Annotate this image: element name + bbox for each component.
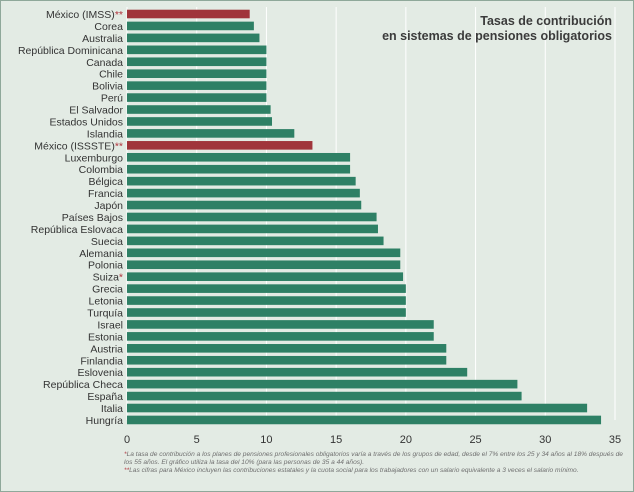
- bar: [127, 9, 250, 19]
- category-label: México (IMSS)**: [46, 9, 123, 21]
- footnote-1: *La tasa de contribución a los planes de…: [124, 451, 624, 467]
- category-label: Luxemburgo: [65, 152, 124, 164]
- bar: [127, 320, 434, 329]
- category-label: Suiza*: [93, 272, 123, 284]
- category-label: México (ISSSTE)**: [34, 140, 123, 152]
- x-tick-label: 10: [260, 434, 272, 446]
- bar: [127, 260, 401, 270]
- x-tick-label: 0: [124, 434, 130, 446]
- x-axis-ticks: 0 5 10 15 20 25 30 35: [124, 434, 621, 446]
- bar: [127, 117, 273, 126]
- x-tick-label: 25: [469, 434, 481, 446]
- footnote-2: **Las cifras para México incluyen las co…: [124, 467, 624, 475]
- category-label: Israel: [97, 319, 123, 331]
- category-label: Perú: [101, 93, 123, 105]
- x-tick-label: 35: [609, 434, 621, 446]
- category-label: El Salvador: [69, 105, 123, 117]
- bar: [127, 69, 267, 78]
- chart-title-line-2: en sistemas de pensiones obligatorios: [382, 29, 612, 43]
- category-label: Letonia: [89, 296, 124, 308]
- bar: [127, 45, 267, 55]
- bar: [127, 308, 406, 317]
- chart-title-line-1: Tasas de contribución: [480, 14, 612, 28]
- category-label: Polonia: [88, 260, 123, 272]
- category-label: Hungría: [86, 415, 124, 427]
- category-label: Corea: [94, 21, 123, 33]
- bar: [127, 379, 518, 389]
- category-label: Turquía: [87, 308, 123, 320]
- category-label: Bolivia: [92, 81, 123, 93]
- bar: [127, 236, 384, 246]
- category-label: Italia: [101, 403, 123, 415]
- category-label: Países Bajos: [62, 212, 123, 224]
- bar: [127, 152, 351, 162]
- category-label: Suecia: [91, 236, 123, 248]
- category-label: Chile: [99, 69, 123, 81]
- bar: [127, 105, 271, 114]
- x-tick-label: 5: [194, 434, 200, 446]
- category-label: Australia: [82, 33, 123, 45]
- bar: [127, 332, 434, 341]
- bar: [127, 176, 356, 186]
- x-tick-label: 20: [400, 434, 412, 446]
- category-label: Austria: [90, 343, 123, 355]
- footnote-2-text: Las cifras para México incluyen las cont…: [129, 467, 579, 475]
- bar: [127, 200, 362, 210]
- category-label: Colombia: [79, 164, 124, 176]
- category-label: República Eslovaca: [31, 224, 123, 236]
- category-label: Estados Unidos: [49, 116, 123, 128]
- bar: [127, 224, 378, 234]
- bar: [127, 141, 313, 150]
- category-label: Eslovenia: [77, 367, 123, 379]
- category-label: Islandia: [87, 128, 123, 140]
- category-label: República Checa: [43, 379, 123, 391]
- category-label: Francia: [88, 188, 123, 200]
- category-label: Finlandia: [80, 355, 123, 367]
- bar: [127, 344, 447, 353]
- bar: [127, 403, 588, 413]
- bar: [127, 272, 404, 281]
- x-tick-label: 15: [330, 434, 342, 446]
- bar: [127, 93, 267, 102]
- category-label: España: [87, 391, 123, 403]
- footnote-1-text: La tasa de contribución a los planes de …: [124, 451, 623, 467]
- bar: [127, 367, 468, 377]
- chart-title: Tasas de contribución en sistemas de pen…: [312, 14, 612, 44]
- bar: [127, 415, 602, 425]
- bar: [127, 296, 406, 305]
- bar: [127, 355, 447, 365]
- bar: [127, 212, 377, 222]
- bars: [127, 9, 602, 425]
- footnote-2-marker: **: [124, 467, 130, 475]
- category-label: República Dominicana: [18, 45, 123, 57]
- footnotes: *La tasa de contribución a los planes de…: [124, 451, 624, 476]
- category-label: Alemania: [79, 248, 123, 260]
- bar: [127, 57, 267, 67]
- footnote-1-marker: *: [124, 451, 127, 458]
- bar: [127, 81, 267, 90]
- category-label: Canada: [86, 57, 123, 69]
- bar: [127, 188, 360, 198]
- category-label: Estonia: [88, 331, 123, 343]
- category-label: Grecia: [92, 284, 123, 296]
- x-tick-label: 30: [539, 434, 551, 446]
- bar: [127, 164, 351, 174]
- category-label: Japón: [94, 200, 123, 212]
- bar: [127, 33, 260, 43]
- bar: [127, 391, 522, 401]
- bar: [127, 21, 254, 31]
- bar: [127, 129, 295, 138]
- bar: [127, 248, 401, 258]
- bar: [127, 284, 406, 293]
- category-label: Bélgica: [89, 176, 124, 188]
